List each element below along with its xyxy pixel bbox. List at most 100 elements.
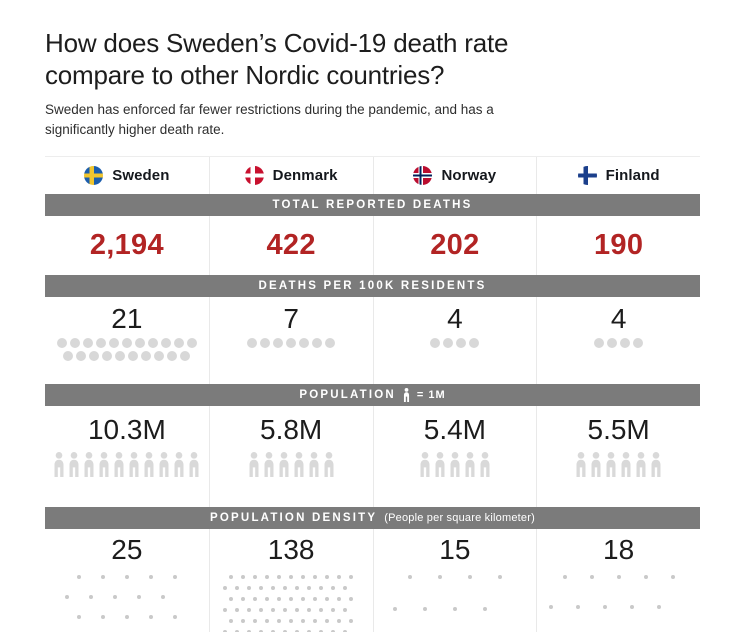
country-header-cell: Sweden — [45, 157, 209, 194]
density-dot — [670, 575, 675, 580]
dot-row — [247, 338, 336, 349]
sweden-flag-icon — [84, 165, 104, 185]
person-icon — [278, 452, 290, 478]
person-icon — [575, 452, 587, 478]
density-dot — [657, 605, 662, 610]
section-label: DEATHS PER 100K RESIDENTS — [258, 279, 487, 292]
dot-row — [57, 351, 197, 362]
density-dot-row — [374, 575, 537, 580]
population-value: 5.8M — [260, 413, 323, 445]
total-deaths-value: 2,194 — [89, 228, 164, 261]
norway-flag-icon — [413, 165, 433, 185]
section-band-population: POPULATION = 1M — [45, 383, 700, 406]
density-dot — [319, 586, 324, 591]
unit-dot — [69, 338, 80, 349]
density-dot — [229, 597, 234, 602]
unit-dot — [607, 338, 618, 349]
per-100k-dot-chart — [247, 338, 336, 349]
unit-dot — [115, 351, 126, 362]
density-dot — [235, 608, 240, 613]
density-value: 15 — [439, 533, 471, 565]
unit-dot — [247, 338, 258, 349]
section-sublabel: (People per square kilometer) — [384, 511, 535, 524]
density-value: 18 — [603, 533, 635, 565]
density-dot — [616, 575, 621, 580]
density-dot — [349, 597, 354, 602]
density-dot — [229, 619, 234, 624]
density-dot — [271, 608, 276, 613]
population-value: 5.4M — [423, 413, 486, 445]
unit-dot — [633, 338, 644, 349]
population-cell: 5.5M — [536, 405, 700, 507]
density-dot — [277, 619, 282, 624]
density-dot-row — [210, 608, 367, 613]
unit-dot — [141, 351, 152, 362]
unit-dot — [260, 338, 271, 349]
density-dot — [307, 608, 312, 613]
per-100k-cell: 4 — [536, 296, 700, 384]
unit-dot — [134, 338, 145, 349]
section-band-per-100k: DEATHS PER 100K RESIDENTS — [45, 274, 700, 297]
person-icon — [248, 452, 260, 478]
person-icon — [635, 452, 647, 478]
unit-dot — [89, 351, 100, 362]
density-dot — [307, 586, 312, 591]
country-name: Norway — [441, 166, 497, 184]
density-dot-row — [210, 586, 367, 591]
density-dot — [100, 615, 105, 620]
density-value: 25 — [111, 533, 143, 565]
person-icon — [650, 452, 662, 478]
density-dot — [407, 575, 412, 580]
density-dot — [259, 586, 264, 591]
density-dot-row — [45, 575, 209, 580]
density-dot — [337, 597, 342, 602]
density-dot — [241, 597, 246, 602]
density-dot-row — [537, 605, 686, 610]
density-dot-pattern — [374, 575, 537, 631]
person-icon — [308, 452, 320, 478]
total-deaths-value: 190 — [593, 228, 644, 261]
total-deaths-cell: 2,194 — [45, 216, 209, 275]
population-cell: 5.4M — [372, 405, 537, 507]
density-cell: 15 — [372, 528, 537, 632]
density-dot — [349, 619, 354, 624]
density-dot — [289, 619, 294, 624]
population-pictogram — [53, 452, 200, 478]
density-dot-row — [210, 619, 373, 624]
country-name: Denmark — [272, 166, 338, 184]
person-icon — [68, 452, 80, 478]
unit-dot — [147, 338, 158, 349]
population-pictogram — [248, 452, 335, 478]
density-dot — [172, 575, 177, 580]
person-icon — [449, 452, 461, 478]
section-label: POPULATION DENSITY — [210, 511, 378, 524]
density-dot — [603, 605, 608, 610]
total-deaths-row: 2,194 422 202 190 — [45, 215, 700, 275]
density-cell: 25 — [45, 529, 209, 632]
person-icon — [158, 452, 170, 478]
population-cell: 10.3M — [45, 406, 209, 507]
per-100k-dot-chart — [430, 338, 480, 349]
density-dot-pattern — [537, 575, 700, 631]
per-100k-cell: 4 — [372, 296, 537, 384]
density-dot — [313, 597, 318, 602]
density-dot — [343, 586, 348, 591]
unit-dot — [95, 338, 106, 349]
person-icon — [293, 452, 305, 478]
denmark-flag-icon — [244, 165, 264, 185]
density-dot — [259, 608, 264, 613]
unit-dot — [167, 351, 178, 362]
density-dot — [271, 586, 276, 591]
person-icon — [620, 452, 632, 478]
density-dot — [343, 608, 348, 613]
per-100k-value: 21 — [111, 302, 143, 334]
person-icon — [113, 452, 125, 478]
population-value: 5.5M — [587, 413, 650, 445]
person-icon — [128, 452, 140, 478]
person-icon — [403, 387, 410, 402]
density-dot-row — [537, 575, 700, 580]
density-dot — [313, 575, 318, 580]
unit-dot — [286, 338, 297, 349]
density-dot — [253, 575, 258, 580]
total-deaths-value: 202 — [430, 228, 480, 261]
